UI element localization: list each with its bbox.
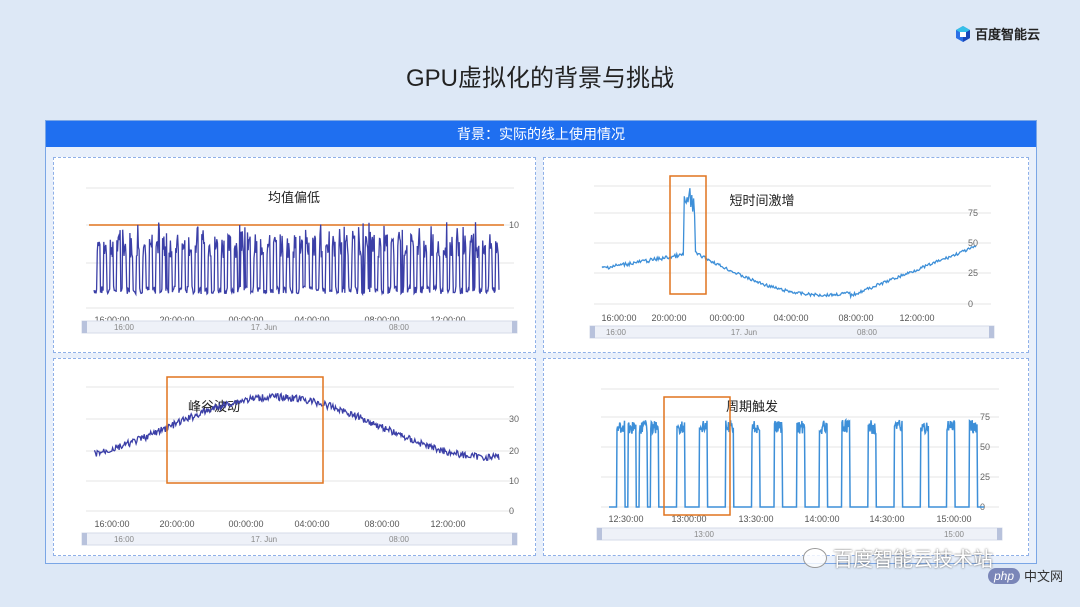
x-tick-label: 04:00:00 xyxy=(294,519,329,529)
navigator-bar xyxy=(596,527,1003,541)
highlight-box xyxy=(166,376,324,484)
navigator-tick-label: 16:00 xyxy=(114,323,135,332)
y-tick-label: 30 xyxy=(509,414,519,424)
x-tick-label: 12:00:00 xyxy=(430,519,465,529)
x-tick-label: 16:00:00 xyxy=(94,315,129,325)
navigator-bar xyxy=(81,320,518,334)
navigator-bar xyxy=(589,325,995,339)
navigator-tick-label: 17. Jun xyxy=(731,328,757,337)
navigator-tick-label: 13:00 xyxy=(694,530,715,539)
x-tick-label: 08:00:00 xyxy=(364,315,399,325)
watermark-text: 百度智能云技术站 xyxy=(833,549,993,571)
y-tick-label: 10 xyxy=(509,476,519,486)
chart-low-average: 10 16:00:00 20:00:00 00:00:00 04:00:00 08:00:… xyxy=(81,187,519,334)
navigator-tick-label: 08:00 xyxy=(389,535,410,544)
navigator-handle-left xyxy=(590,326,595,338)
y-tick-label: 25 xyxy=(980,472,990,482)
navigator-tick-label: 16:00 xyxy=(114,535,135,544)
chart-label: 周期触发 xyxy=(726,399,778,414)
navigator-tick-label: 17. Jun xyxy=(251,535,277,544)
x-tick-label: 00:00:00 xyxy=(709,313,744,323)
navigator-tick-label: 16:00 xyxy=(606,328,627,337)
navigator-tick-label: 15:00 xyxy=(944,530,965,539)
background-panel: 背景：实际的线上使用情况 10 16:00:00 20:00:00 00:00:00 0… xyxy=(45,120,1037,564)
x-tick-label: 12:30:00 xyxy=(608,514,643,524)
chart-cell-1: 10 16:00:00 20:00:00 00:00:00 04:00:00 08:00:… xyxy=(53,157,536,353)
x-tick-label: 13:30:00 xyxy=(738,514,773,524)
series-line xyxy=(601,188,977,300)
chart-short-spike: 75 50 25 0 16:00:00 20:00:00 00:00:00 04:00:00 0… xyxy=(589,175,995,339)
series-line xyxy=(93,222,500,297)
x-tick-label: 04:00:00 xyxy=(773,313,808,323)
y-tick-label: 25 xyxy=(968,268,978,278)
y-tick-label: 50 xyxy=(968,238,978,248)
y-tick-label: 0 xyxy=(509,506,514,516)
x-tick-label: 16:00:00 xyxy=(94,519,129,529)
x-tick-label: 20:00:00 xyxy=(159,315,194,325)
series-line xyxy=(609,417,984,508)
x-tick-label: 13:00:00 xyxy=(671,514,706,524)
chart-label: 短时间激增 xyxy=(729,193,794,208)
panel-header: 背景：实际的线上使用情况 xyxy=(46,121,1036,147)
x-tick-label: 14:30:00 xyxy=(869,514,904,524)
chart-cell-3: 30 20 10 0 16:00:00 20:00:00 00:00:00 04:00:00 0… xyxy=(53,358,536,556)
page-title: GPU虚拟化的背景与挑战 xyxy=(405,65,674,92)
chart-cell-2: 75 50 25 0 16:00:00 20:00:00 00:00:00 04:00:00 0… xyxy=(543,157,1029,353)
x-tick-label: 12:00:00 xyxy=(430,315,465,325)
y-tick-label: 10 xyxy=(509,220,519,230)
x-tick-label: 00:00:00 xyxy=(228,315,263,325)
x-tick-label: 20:00:00 xyxy=(651,313,686,323)
y-tick-label: 50 xyxy=(980,442,990,452)
y-tick-label: 75 xyxy=(980,412,990,422)
y-tick-label: 20 xyxy=(509,446,519,456)
navigator-handle-right xyxy=(997,528,1002,540)
navigator-handle-left xyxy=(82,321,87,333)
chart-cell-4: 75 50 25 0 12:30:00 13:00:00 13:30:00 14:00:00 1… xyxy=(543,358,1029,556)
highlight-box xyxy=(669,175,707,295)
site-badge: php 中文网 xyxy=(988,566,1063,585)
chart-label: 均值偏低 xyxy=(268,190,320,205)
y-tick-label: 0 xyxy=(968,299,973,309)
x-tick-label: 20:00:00 xyxy=(159,519,194,529)
php-badge: php xyxy=(988,567,1021,584)
y-tick-label: 75 xyxy=(968,208,978,218)
series-line xyxy=(93,392,500,462)
highlight-box xyxy=(663,396,731,516)
x-tick-label: 12:00:00 xyxy=(899,313,934,323)
x-tick-label: 16:00:00 xyxy=(601,313,636,323)
x-tick-label: 08:00:00 xyxy=(838,313,873,323)
x-tick-label: 08:00:00 xyxy=(364,519,399,529)
brand-name: 百度智能云 xyxy=(975,27,1041,42)
hexagon-cube-icon xyxy=(956,25,970,42)
x-tick-label: 15:00:00 xyxy=(936,514,971,524)
navigator-tick-label: 17. Jun xyxy=(251,323,277,332)
brand-logo: 百度智能云 xyxy=(955,24,1040,43)
wechat-icon xyxy=(803,547,827,568)
navigator-tick-label: 08:00 xyxy=(389,323,410,332)
navigator-handle-left xyxy=(82,533,87,545)
chart-peak-valley: 30 20 10 0 16:00:00 20:00:00 00:00:00 04:00:00 0… xyxy=(81,376,519,546)
navigator-handle-left xyxy=(597,528,602,540)
navigator-bar xyxy=(81,532,518,546)
x-tick-label: 14:00:00 xyxy=(804,514,839,524)
navigator-handle-right xyxy=(512,533,517,545)
navigator-handle-right xyxy=(989,326,994,338)
wechat-watermark: 百度智能云技术站 xyxy=(803,543,993,572)
navigator-tick-label: 08:00 xyxy=(857,328,878,337)
navigator-handle-right xyxy=(512,321,517,333)
x-tick-label: 04:00:00 xyxy=(294,315,329,325)
x-tick-label: 00:00:00 xyxy=(228,519,263,529)
site-badge-text: 中文网 xyxy=(1024,569,1064,584)
